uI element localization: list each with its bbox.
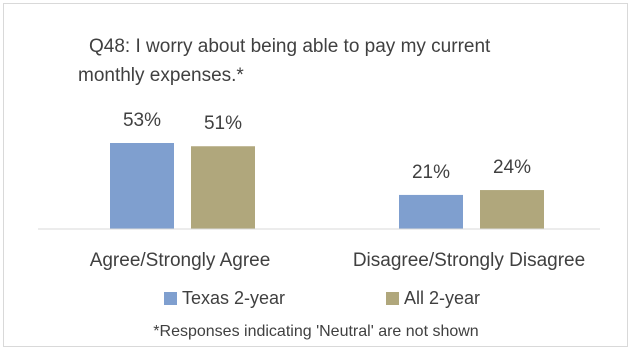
chart-title-line-2: monthly expenses.*	[78, 65, 244, 86]
legend-label-texas-2-year: Texas 2-year	[182, 288, 285, 308]
category-label-disagree: Disagree/Strongly Disagree	[353, 250, 585, 271]
legend-swatch-all-2-year	[386, 292, 399, 305]
data-label-all-2-year-disagree-strongly-disagree: 24%	[493, 157, 531, 178]
data-label-all-2-year-agree-strongly-agree: 51%	[204, 113, 242, 134]
bar-texas-2-year-agree-strongly-agree	[110, 143, 174, 229]
data-label-texas-2-year-disagree-strongly-disagree: 21%	[412, 162, 450, 183]
bar-all-2-year-disagree-strongly-disagree	[480, 190, 544, 229]
bar-texas-2-year-disagree-strongly-disagree	[399, 194, 463, 229]
data-labels-group: 53% 21% 51% 24%	[123, 110, 531, 183]
category-label-agree: Agree/Strongly Agree	[90, 250, 271, 271]
chart-title-line-1: Q48: I worry about being able to pay my …	[89, 36, 491, 57]
chart-frame	[3, 3, 628, 347]
bars-group	[110, 143, 544, 229]
data-label-texas-2-year-agree-strongly-agree: 53%	[123, 110, 161, 131]
bar-all-2-year-agree-strongly-agree	[191, 146, 255, 229]
legend-label-all-2-year: All 2-year	[404, 288, 480, 308]
footnote: *Responses indicating 'Neutral' are not …	[153, 323, 478, 340]
legend-swatch-texas-2-year	[164, 292, 177, 305]
